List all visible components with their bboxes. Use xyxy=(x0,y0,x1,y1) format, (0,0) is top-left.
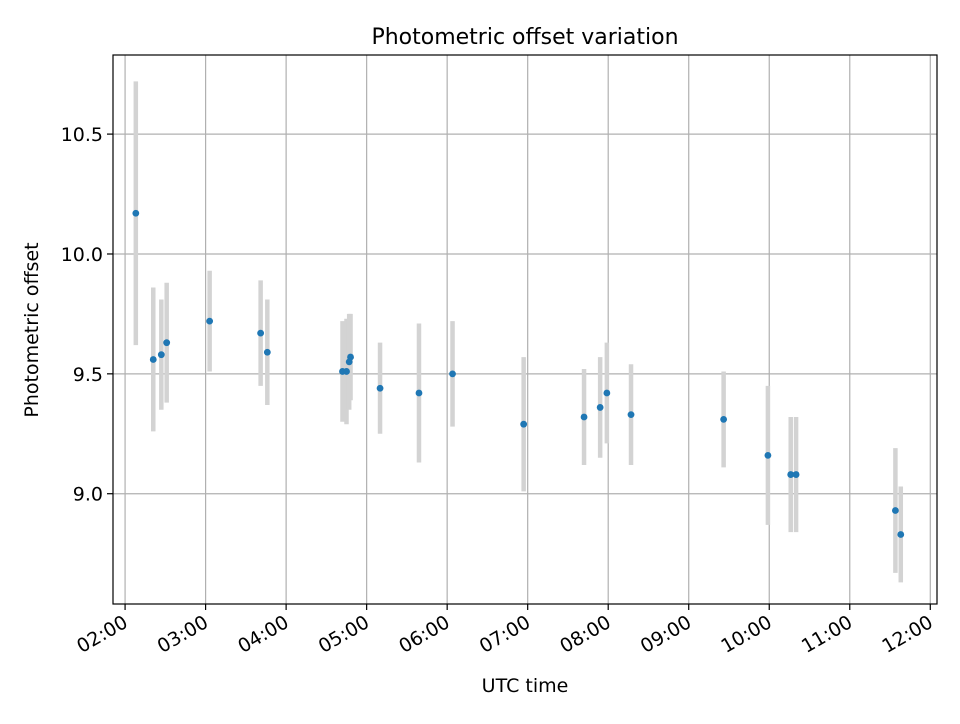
data-point xyxy=(603,389,611,397)
data-point xyxy=(891,507,899,514)
chart-title: Photometric offset variation xyxy=(371,25,678,50)
data-point xyxy=(449,370,456,378)
x-axis-label: UTC time xyxy=(482,675,569,697)
plot-frame xyxy=(112,54,938,605)
y-tick-label: 10.0 xyxy=(61,244,103,266)
data-point xyxy=(792,471,800,478)
y-tick-label: 9.5 xyxy=(73,364,103,386)
data-point xyxy=(580,413,588,421)
data-points xyxy=(132,209,905,538)
data-point xyxy=(132,209,140,217)
data-point xyxy=(520,420,528,428)
data-point xyxy=(257,329,265,337)
data-point xyxy=(596,404,604,411)
data-point xyxy=(157,351,165,359)
data-point xyxy=(627,411,635,419)
data-point xyxy=(263,348,271,356)
data-point xyxy=(897,531,905,538)
y-axis-label: Photometric offset xyxy=(21,242,43,417)
data-point xyxy=(206,317,214,325)
data-point xyxy=(163,339,171,347)
data-point xyxy=(149,356,157,363)
data-point xyxy=(720,416,728,423)
data-point xyxy=(376,384,384,392)
y-tick-label: 10.5 xyxy=(61,124,103,146)
data-point xyxy=(415,389,423,397)
data-point xyxy=(343,368,350,375)
data-point xyxy=(787,471,795,478)
data-point xyxy=(764,451,772,459)
data-point xyxy=(347,353,354,361)
y-tick-label: 9.0 xyxy=(73,484,103,506)
